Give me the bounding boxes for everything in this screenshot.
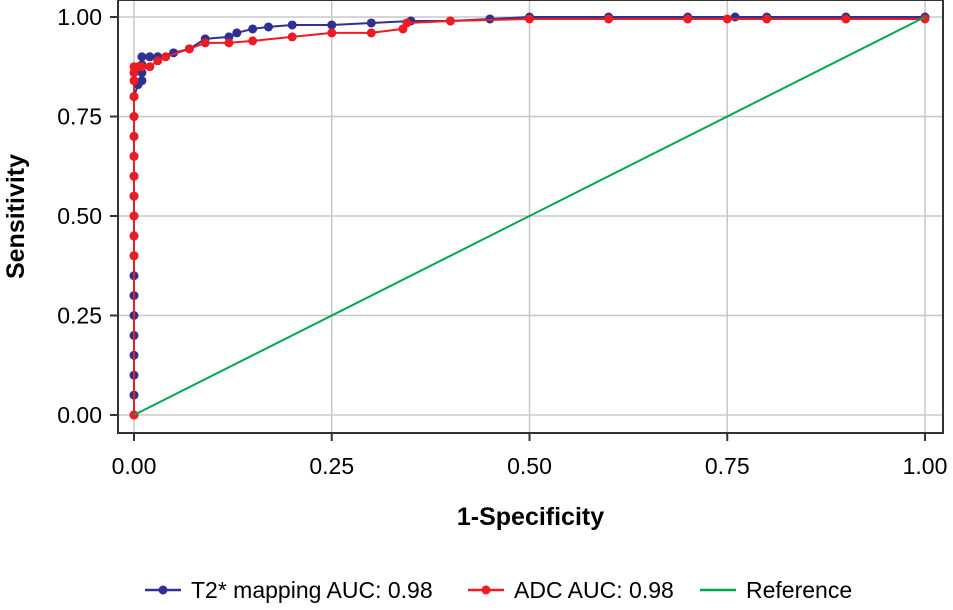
x-axis-ticks: 0.00 0.25 0.50 0.75 1.00 xyxy=(112,433,948,479)
series-1-point-5 xyxy=(129,171,139,181)
x-tick-label-1: 0.25 xyxy=(309,453,354,479)
series-1-point-8 xyxy=(129,112,139,121)
series-1-point-33 xyxy=(841,14,851,24)
legend-marker-0 xyxy=(158,585,168,595)
series-1-point-20 xyxy=(224,38,234,48)
series-0-point-28 xyxy=(232,28,242,38)
series-1-point-21 xyxy=(248,36,258,46)
y-tick-label-1: 0.25 xyxy=(57,303,102,329)
series-1-point-34 xyxy=(920,14,930,24)
series-1-point-23 xyxy=(327,28,337,38)
x-tick-label-3: 0.75 xyxy=(705,453,750,479)
legend-marker-1 xyxy=(481,585,491,595)
series-1-point-7 xyxy=(129,131,139,141)
series-1-point-6 xyxy=(129,151,139,161)
series-1-point-27 xyxy=(445,16,455,26)
series-1-point-2 xyxy=(129,231,139,241)
x-tick-label-2: 0.50 xyxy=(507,453,552,479)
legend-label-0: T2* mapping AUC: 0.98 xyxy=(191,577,433,603)
series-0-point-31 xyxy=(287,20,297,30)
series-1-point-3 xyxy=(129,211,139,221)
series-1-point-14 xyxy=(137,62,147,72)
series-1-point-24 xyxy=(366,28,376,38)
series-1-point-4 xyxy=(129,191,139,201)
y-axis-ticks: 0.00 0.25 0.50 0.75 1.00 xyxy=(57,4,118,428)
series-1-point-28 xyxy=(525,14,534,24)
series-0-point-32 xyxy=(327,20,337,30)
x-tick-label-4: 1.00 xyxy=(903,453,948,479)
legend-label-1: ADC AUC: 0.98 xyxy=(514,577,674,603)
series-1-point-18 xyxy=(184,44,194,54)
series-line-2 xyxy=(133,16,926,416)
legend-item-1: ADC AUC: 0.98 xyxy=(468,577,674,603)
series-layer xyxy=(129,12,930,420)
series-0-point-36 xyxy=(485,14,495,24)
y-tick-label-3: 0.75 xyxy=(57,104,102,130)
series-1-point-32 xyxy=(762,14,772,24)
legend: T2* mapping AUC: 0.98 ADC AUC: 0.98 Refere… xyxy=(145,577,852,603)
series-0-point-33 xyxy=(366,18,376,28)
x-axis-title: 1-Specificity xyxy=(457,503,604,531)
series-0-point-29 xyxy=(248,24,258,34)
series-1 xyxy=(129,14,930,420)
series-1-point-1 xyxy=(129,251,139,261)
series-1-point-30 xyxy=(683,14,693,24)
series-1-point-29 xyxy=(604,14,614,24)
x-tick-label-0: 0.00 xyxy=(112,453,157,479)
series-1-point-16 xyxy=(153,56,163,66)
y-tick-label-0: 0.00 xyxy=(57,402,102,428)
y-tick-label-4: 1.00 xyxy=(57,4,102,30)
y-tick-label-2: 0.50 xyxy=(57,203,102,229)
series-1-point-10 xyxy=(129,76,139,86)
series-1-point-31 xyxy=(722,14,732,24)
series-0-point-30 xyxy=(263,22,273,32)
series-1-point-22 xyxy=(287,32,297,42)
legend-item-2: Reference xyxy=(700,577,852,603)
series-0-point-22 xyxy=(145,52,155,62)
series-2 xyxy=(133,16,926,416)
series-1-point-19 xyxy=(200,38,210,48)
legend-item-0: T2* mapping AUC: 0.98 xyxy=(145,577,433,603)
series-1-point-26 xyxy=(402,18,412,28)
series-1-point-9 xyxy=(129,92,139,102)
series-1-point-15 xyxy=(145,62,155,72)
series-1-point-17 xyxy=(161,52,171,62)
series-0-point-21 xyxy=(137,52,147,62)
series-0-point-40 xyxy=(730,12,740,22)
series-0-point-18 xyxy=(137,76,147,86)
y-axis-title: Sensitivity xyxy=(2,154,30,279)
legend-label-2: Reference xyxy=(746,577,852,603)
